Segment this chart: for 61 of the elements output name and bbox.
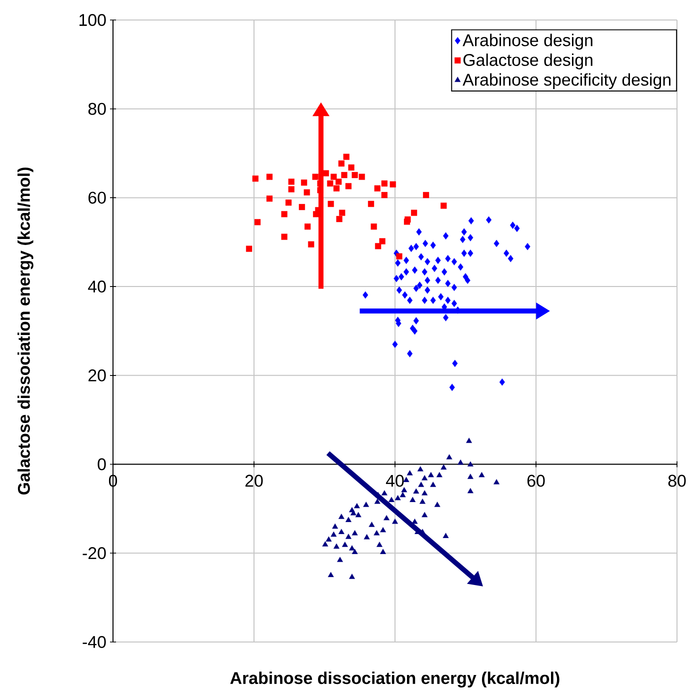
point [252, 176, 258, 182]
point [410, 210, 418, 216]
point [440, 202, 447, 209]
point [254, 219, 261, 226]
point [370, 224, 377, 230]
point [298, 204, 306, 210]
point [285, 200, 292, 206]
point [341, 172, 348, 178]
y-tick-label: -20 [82, 547, 106, 560]
point [390, 181, 396, 188]
point [304, 189, 310, 196]
x-tick-label: 60 [527, 474, 545, 487]
point [375, 243, 382, 250]
point [304, 224, 311, 230]
point [330, 174, 337, 180]
point [396, 253, 402, 260]
x-tick-label: 80 [668, 474, 686, 487]
point [327, 180, 334, 187]
point [266, 196, 273, 202]
point [348, 164, 354, 171]
point [266, 174, 273, 180]
y-tick-label: 60 [88, 192, 106, 204]
point [379, 238, 386, 244]
y-tick-label: -40 [82, 636, 106, 648]
y-tick-label: 20 [88, 369, 106, 382]
legend-label: Galactose design [463, 54, 592, 70]
point [288, 178, 294, 185]
point [404, 218, 410, 225]
y-tick-label: 0 [98, 458, 106, 470]
y-tick-label: 80 [88, 102, 106, 115]
y-tick-label: 100 [80, 14, 106, 26]
point [345, 183, 352, 190]
legend-label: Arabinose design [462, 34, 592, 50]
x-tick-label: 40 [386, 474, 404, 487]
point [368, 200, 374, 207]
point [281, 234, 288, 240]
point [343, 154, 350, 160]
x-tick-label: 20 [245, 474, 263, 487]
y-axis-title: Galactose dissociation energy (kcal/mol) [17, 168, 34, 495]
point [381, 192, 388, 198]
point [288, 186, 294, 192]
legend-label: Arabinose specificity design [462, 73, 670, 90]
point [336, 178, 342, 185]
point [246, 246, 252, 252]
point [338, 160, 344, 167]
point [308, 241, 314, 248]
point [358, 174, 365, 180]
y-tick-label: 40 [88, 280, 106, 293]
point [381, 180, 388, 187]
point [322, 170, 329, 176]
x-axis-title: Arabinose dissociation energy (kcal/mol) [230, 672, 560, 688]
point [339, 210, 346, 216]
point [374, 185, 380, 192]
point [281, 211, 288, 218]
point [312, 174, 318, 180]
point [336, 216, 342, 222]
point [328, 200, 334, 207]
point [352, 172, 358, 178]
point [422, 192, 430, 198]
point [333, 185, 340, 192]
point [301, 180, 308, 186]
